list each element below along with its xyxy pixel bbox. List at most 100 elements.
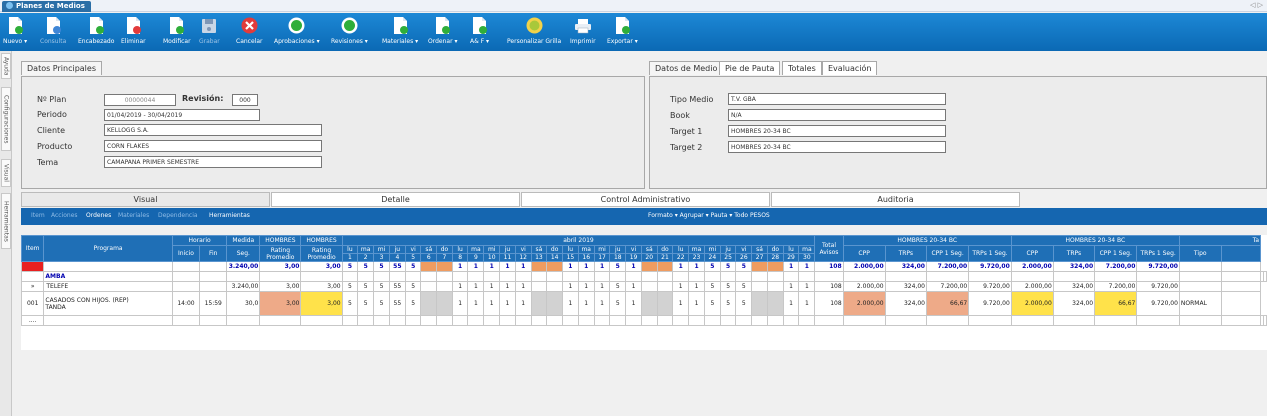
day-cell[interactable]: 1 [782,291,800,316]
day-cell[interactable]: 1 [562,281,579,292]
cpp1-cell[interactable]: 7.200,00 [925,281,970,292]
day-cell[interactable]: 5 [373,281,390,292]
tab-detalle[interactable]: Detalle [271,192,520,207]
day-cell[interactable] [546,261,564,272]
tab-pie-de-pauta[interactable]: Pie de Pauta [719,61,781,75]
item-cell[interactable]: 001 [21,291,45,316]
trps1-b-cell[interactable]: 9.720,00 [1136,281,1180,292]
cancel-button[interactable]: Cancelar [236,15,262,45]
day-cell[interactable] [420,261,438,272]
extra-cell[interactable] [1220,261,1262,272]
plan-field[interactable]: 00000044 [104,94,176,106]
col-rating-2[interactable]: Rating Promedio [300,245,343,262]
col-programa[interactable]: Programa [43,235,173,262]
day-cell[interactable]: 1 [672,281,690,292]
trps1-cell[interactable]: 9.720,00 [968,281,1012,292]
sidebar-tab-ayuda[interactable]: Ayuda [1,53,11,79]
tipo-cell[interactable] [1178,261,1222,272]
day-cell[interactable]: 5 [357,291,375,316]
inicio-cell[interactable] [171,281,201,292]
day-cell[interactable] [640,281,658,292]
day-cell[interactable]: 1 [593,291,611,316]
day-header[interactable]: ma 9 [467,245,485,262]
day-cell[interactable]: 5 [719,291,737,316]
day-cell[interactable] [546,291,564,316]
day-cell[interactable] [530,291,548,316]
day-cell[interactable]: 1 [514,281,532,292]
window-nav-arrows[interactable]: ◁ ▷ [1250,1,1263,9]
export-button[interactable]: Exportar ▾ [607,15,638,45]
trps1-cell[interactable]: 9.720,00 [968,261,1012,272]
approvals-button[interactable]: Aprobaciones ▾ [274,15,320,45]
day-cell[interactable]: 5 [719,261,737,272]
day-cell[interactable]: 1 [672,261,690,272]
day-header[interactable]: ju 18 [609,245,627,262]
day-cell[interactable]: 5 [609,261,627,272]
menu-ordenes[interactable]: Ordenes [86,212,112,219]
day-cell[interactable]: 1 [514,261,532,272]
day-header[interactable]: ma 2 [357,245,375,262]
day-cell[interactable] [640,291,658,316]
day-cell[interactable]: 1 [483,281,501,292]
programa-cell[interactable]: TELEFE [43,281,173,292]
day-cell[interactable] [766,261,784,272]
periodo-field[interactable]: 01/04/2019 - 30/04/2019 [104,109,260,121]
day-header[interactable]: do 7 [436,245,453,262]
day-cell[interactable] [656,291,674,316]
col-hombres-2[interactable]: HOMBRES [300,235,343,246]
day-cell[interactable]: 1 [577,261,595,272]
revisions-button[interactable]: Revisiones ▾ [331,15,368,45]
materials-button[interactable]: Materiales ▾ [382,15,418,45]
col-total-avisos[interactable]: Total Avisos [814,235,844,262]
menu-acciones[interactable]: Acciones [51,212,78,219]
day-cell[interactable] [640,261,658,272]
day-header[interactable]: lu 8 [451,245,469,262]
extra-cell[interactable] [1220,291,1262,316]
menu-dependencia[interactable]: Dependencia [158,212,198,219]
day-header[interactable]: sá 6 [420,245,438,262]
cpp-cell[interactable]: 2.000,00 [842,281,886,292]
revision-field[interactable]: 000 [232,94,258,106]
day-header[interactable]: mi 10 [483,245,501,262]
trps1-b-cell[interactable]: 9.720,00 [1136,291,1180,316]
col-trps-b[interactable]: TRPs [1052,245,1096,262]
col-cpp-b[interactable]: CPP [1010,245,1054,262]
col-cpp-1seg[interactable]: CPP 1 Seg. [925,245,970,262]
window-tab[interactable]: Planes de Medios [2,1,91,12]
rating-cell[interactable]: 3,00 [259,281,302,292]
tab-totales[interactable]: Totales [782,61,822,75]
day-cell[interactable] [436,291,453,316]
day-cell[interactable]: 5 [373,291,390,316]
day-cell[interactable]: 1 [499,281,516,292]
day-cell[interactable] [751,291,768,316]
day-cell[interactable]: 1 [451,291,469,316]
day-cell[interactable]: 1 [499,291,516,316]
day-cell[interactable]: 1 [688,281,705,292]
day-cell[interactable] [420,291,438,316]
delete-doc-button[interactable]: Eliminar [121,15,146,45]
day-header[interactable]: ma 30 [798,245,816,262]
col-medida[interactable]: Medida [226,235,261,246]
day-cell[interactable]: 5 [373,261,390,272]
seg-cell[interactable]: 3.240,00 [226,261,261,272]
sidebar-tab-visual[interactable]: Visual [1,159,11,187]
day-cell[interactable]: 1 [688,291,705,316]
day-header[interactable]: sá 27 [751,245,768,262]
col-cpp[interactable]: CPP [842,245,886,262]
day-cell[interactable]: 5 [609,281,627,292]
col-seg[interactable]: Seg. [226,245,261,262]
rating-cell[interactable]: 3,00 [259,261,302,272]
day-cell[interactable]: 5 [404,281,422,292]
cpp1-cell[interactable]: 66,67 [925,291,970,316]
day-header[interactable]: sá 13 [530,245,548,262]
day-header[interactable]: do 28 [766,245,784,262]
cpp-cell[interactable]: 2.000,00 [842,291,886,316]
target1-field[interactable]: HOMBRES 20-34 BC [728,125,946,137]
day-header[interactable]: lu 29 [782,245,800,262]
day-header[interactable]: vi 19 [625,245,642,262]
col-horario[interactable]: Horario [171,235,228,246]
day-cell[interactable]: 1 [798,281,816,292]
col-trps-1seg[interactable]: TRPs 1 Seg. [968,245,1012,262]
rating-cell[interactable]: 3,00 [259,291,302,316]
fin-cell[interactable] [199,281,228,292]
